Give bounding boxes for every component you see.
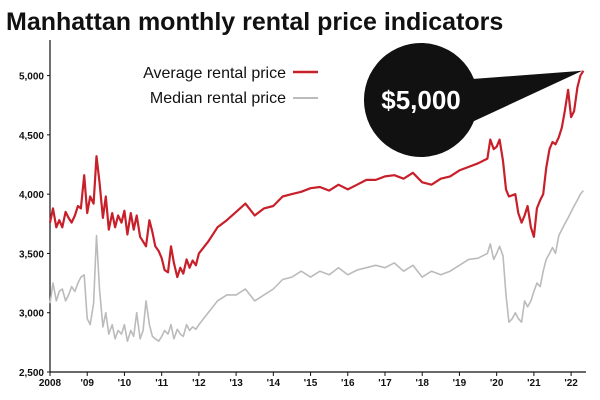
x-tick-label: 2008 <box>39 378 62 389</box>
chart-title: Manhattan monthly rental price indicator… <box>6 8 503 36</box>
series-layer <box>48 70 585 343</box>
x-tick-label: '11 <box>155 378 168 389</box>
x-tick-label: '20 <box>490 378 504 389</box>
x-tick-label: '16 <box>341 378 355 389</box>
x-tick-label: '12 <box>192 378 206 389</box>
legend-label-median: Median rental price <box>150 90 286 107</box>
y-tick-label: 4,000 <box>19 190 44 201</box>
x-tick-label: '19 <box>453 378 467 389</box>
x-tick-label: '17 <box>378 378 392 389</box>
x-tick-label: '18 <box>415 378 429 389</box>
x-tick-label: '21 <box>527 378 541 389</box>
y-tick-label: 5,000 <box>19 72 44 83</box>
legend: Average rental price Median rental price <box>143 65 318 107</box>
x-tick-label: '13 <box>229 378 243 389</box>
x-tick-label: '09 <box>80 378 94 389</box>
callout-text: $5,000 <box>381 85 461 115</box>
x-tick-label: '10 <box>118 378 132 389</box>
legend-label-average: Average rental price <box>143 65 286 82</box>
x-tick-label: '15 <box>304 378 318 389</box>
axes: 2,500 3,000 3,500 4,000 4,500 5,000 2008 '09 '10… <box>19 40 586 389</box>
series-average-rental-price <box>48 70 585 279</box>
x-tick-label: '22 <box>564 378 578 389</box>
series-median-rental-price <box>49 190 585 343</box>
y-tick-label: 4,500 <box>19 131 44 142</box>
y-tick-label: 2,500 <box>19 368 44 379</box>
y-tick-label: 3,000 <box>19 309 44 320</box>
x-tick-label: '14 <box>267 378 281 389</box>
callout-bubble <box>363 42 583 157</box>
y-tick-label: 3,500 <box>19 249 44 260</box>
price-callout: $5,000 <box>363 42 583 157</box>
